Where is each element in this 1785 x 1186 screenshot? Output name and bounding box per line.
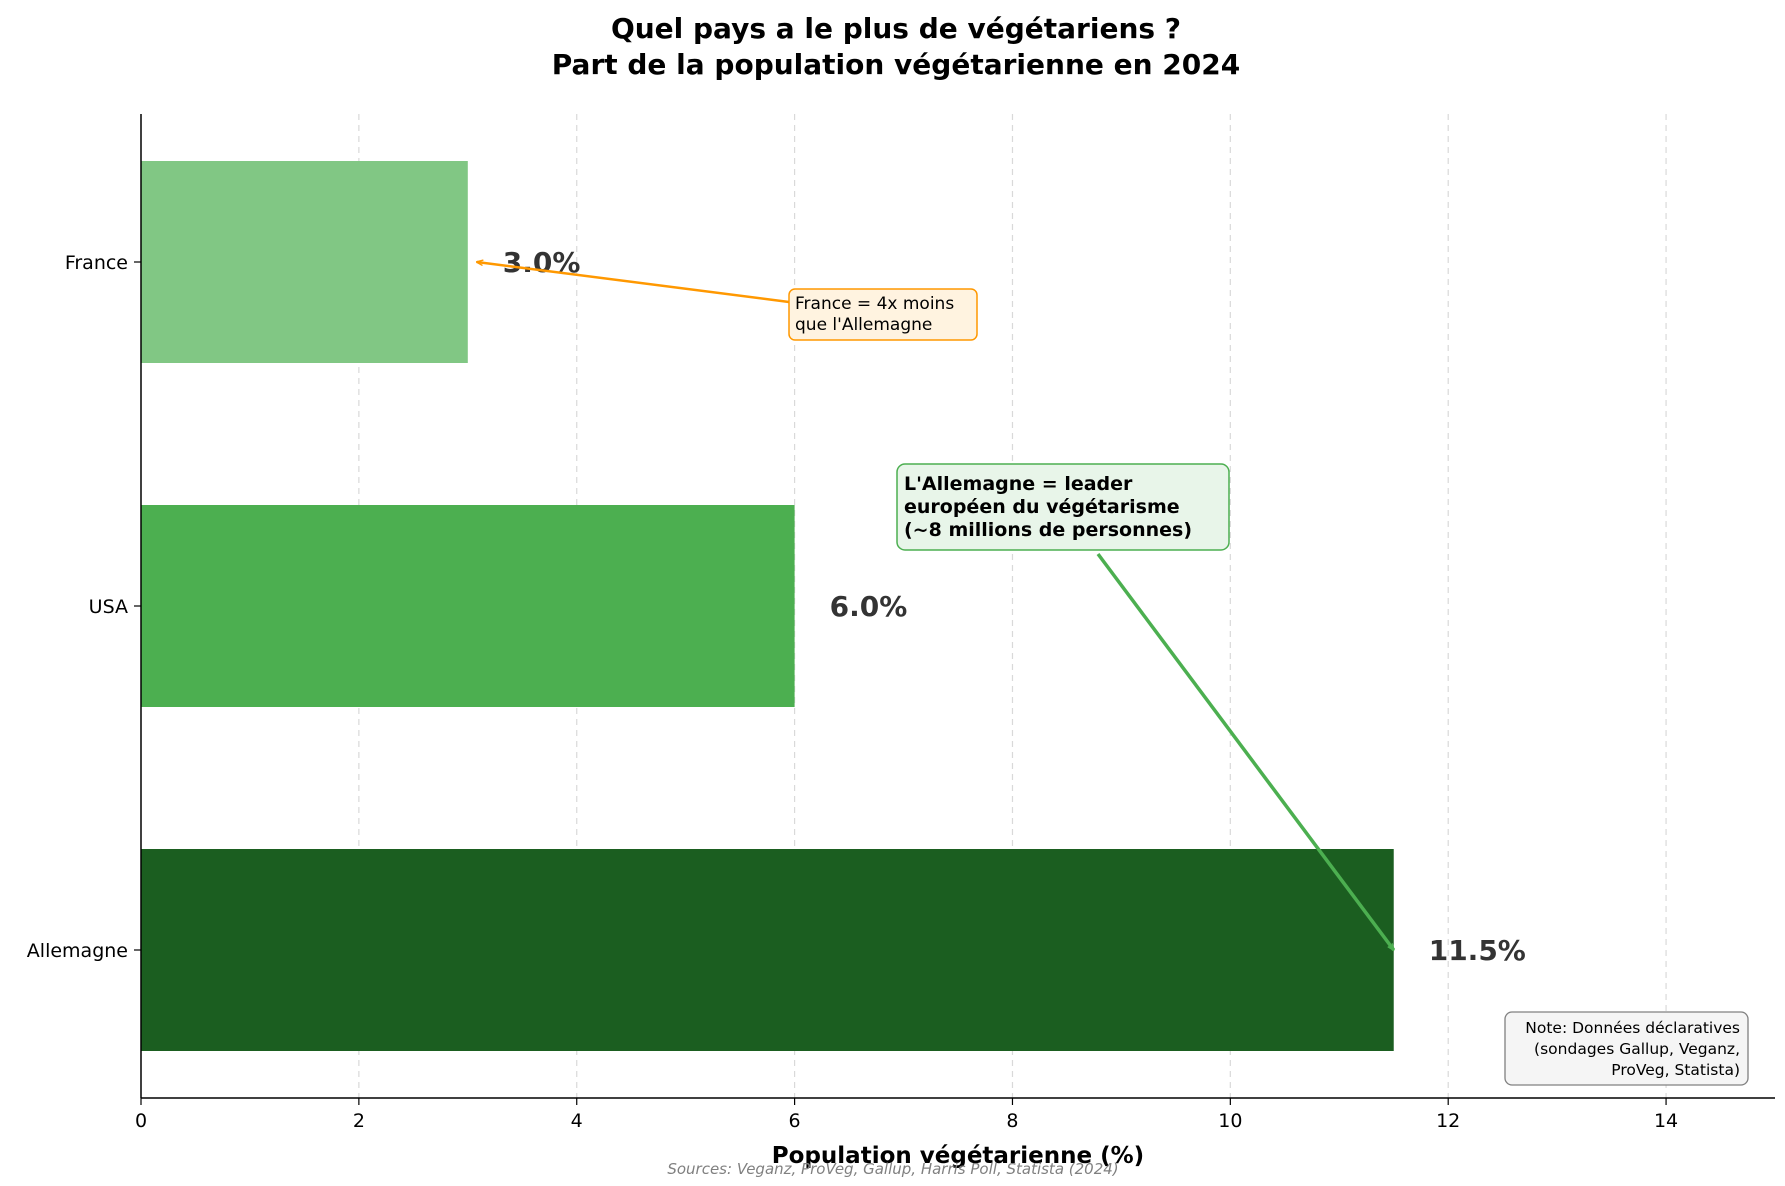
x-tick-label: 0 (135, 1110, 147, 1132)
annotation-text-allemagne: L'Allemagne = leader (904, 473, 1133, 495)
value-label-usa: 6.0% (830, 590, 908, 623)
note-text: ProVeg, Statista) (1611, 1061, 1740, 1079)
chart-title-line-1: Quel pays a le plus de végétariens ? (611, 12, 1181, 45)
axes: 0 2 4 6 8 10 12 14 France USA Allemagne (27, 114, 1775, 1132)
annotation-box-allemagne (896, 463, 1230, 551)
annotation-text-france: que l'Allemagne (795, 315, 932, 335)
bars (141, 161, 1394, 1051)
x-axis-title: Population végétarienne (%) (772, 1143, 1144, 1169)
x-tick-label: 8 (1006, 1110, 1018, 1132)
source-caption: Sources: Veganz, ProVeg, Gallup, Harris … (667, 1160, 1118, 1178)
annotation-text-france: France = 4x moins (795, 294, 954, 314)
y-tick-label-usa: USA (89, 596, 128, 618)
x-tick-label: 6 (789, 1110, 801, 1132)
value-labels: 3.0%6.0%11.5% (503, 246, 1526, 967)
x-tick-label: 14 (1654, 1110, 1678, 1132)
x-tick-label: 2 (353, 1110, 365, 1132)
value-label-allemagne: 11.5% (1429, 934, 1526, 967)
note-box (1504, 1011, 1749, 1086)
note-text: (sondages Gallup, Veganz, (1534, 1040, 1740, 1058)
y-tick-label-allemagne: Allemagne (27, 940, 128, 962)
note-text: Note: Données déclaratives (1525, 1019, 1740, 1037)
x-tick-label: 4 (571, 1110, 583, 1132)
bar-france (141, 161, 468, 363)
annotation-text-allemagne: (~8 millions de personnes) (904, 519, 1192, 541)
annotation-arrow-france (477, 262, 790, 304)
x-tick-label: 10 (1218, 1110, 1242, 1132)
chart-title-line-2: Part de la population végétarienne en 20… (552, 48, 1240, 81)
bar-allemagne (141, 849, 1394, 1051)
y-tick-label-france: France (65, 252, 128, 274)
annotation-box-france (788, 288, 978, 341)
annotation-text-allemagne: européen du végétarisme (904, 496, 1180, 518)
x-tick-label: 12 (1436, 1110, 1460, 1132)
annotation-arrow-allemagne (1096, 552, 1394, 950)
bar-usa (141, 505, 795, 707)
chart-title: Quel pays a le plus de végétariens ? Par… (552, 12, 1240, 81)
